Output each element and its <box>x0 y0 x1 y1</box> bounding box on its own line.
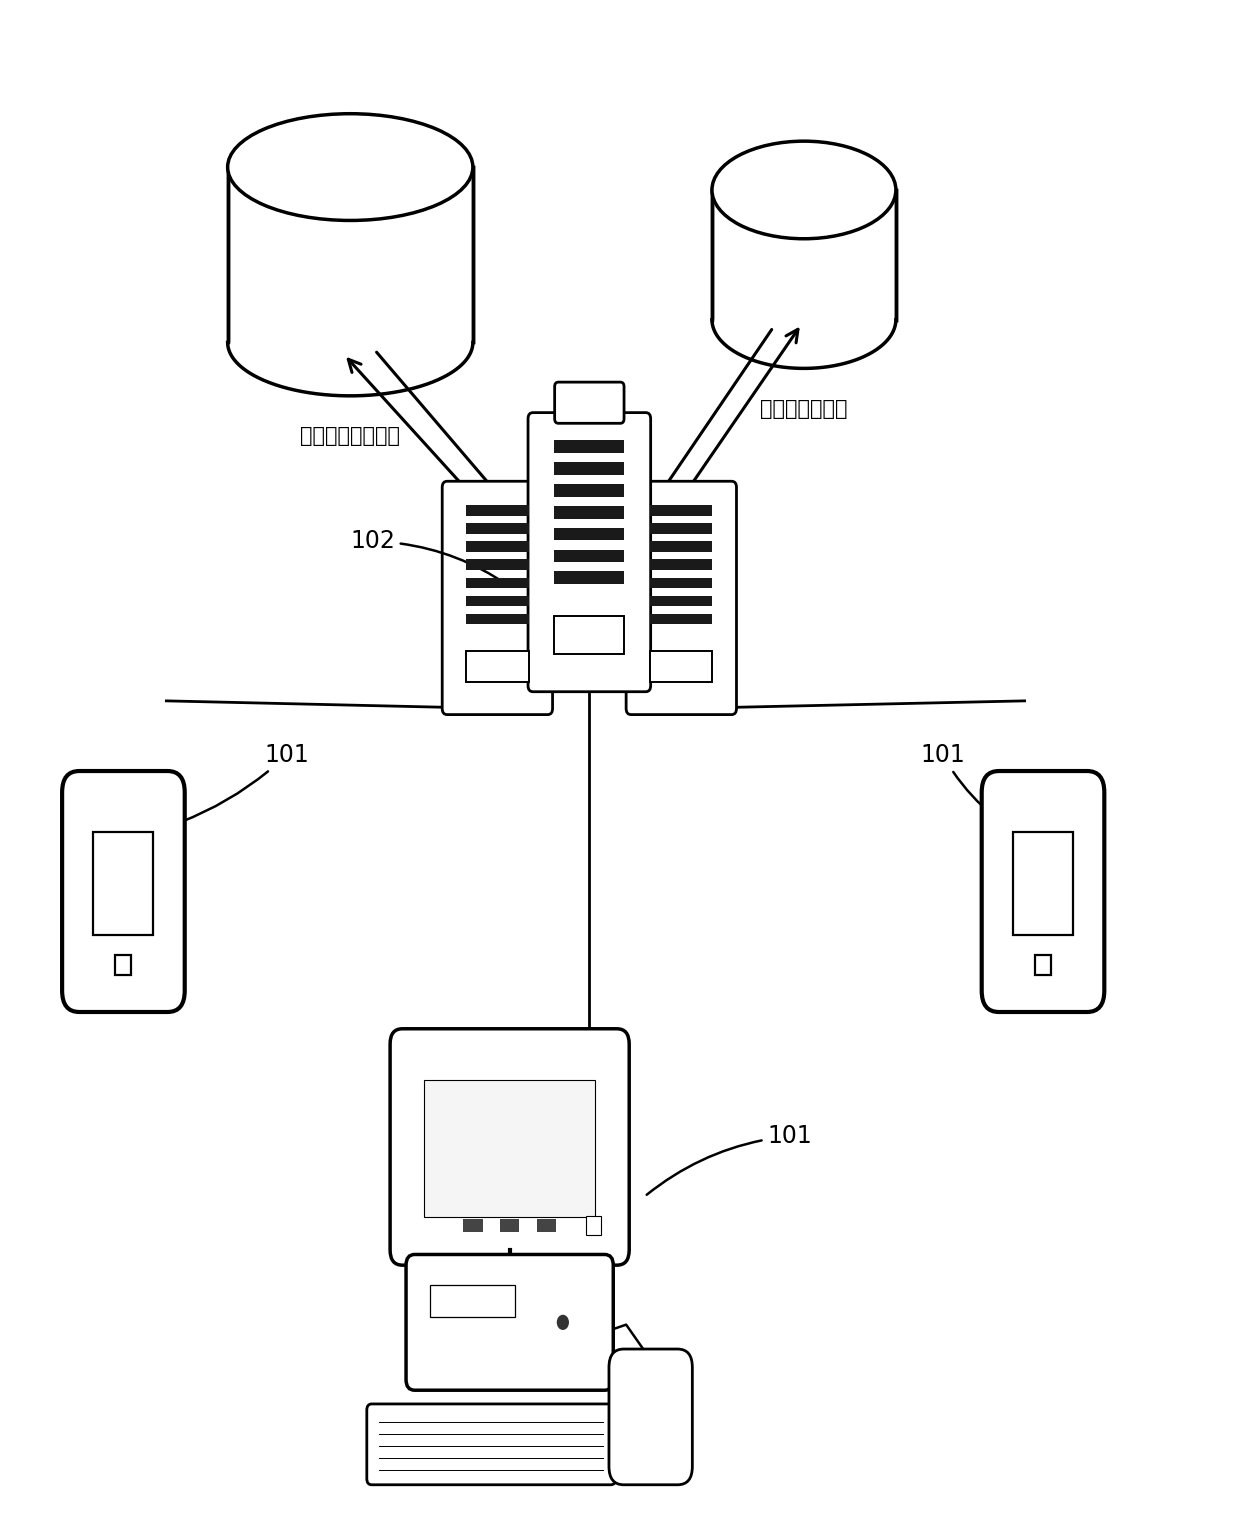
Ellipse shape <box>228 114 472 220</box>
Text: 101: 101 <box>181 743 309 822</box>
Bar <box>466 542 528 553</box>
Bar <box>712 189 895 320</box>
Text: 101: 101 <box>647 1123 812 1194</box>
Bar <box>587 1216 601 1234</box>
Text: 多媒体文件数据库: 多媒体文件数据库 <box>300 426 401 446</box>
Bar <box>650 505 713 516</box>
Bar <box>554 528 624 540</box>
FancyBboxPatch shape <box>528 412 651 691</box>
Bar <box>424 1080 595 1217</box>
Bar <box>466 614 528 625</box>
Bar <box>466 651 528 682</box>
FancyBboxPatch shape <box>443 482 553 714</box>
Bar <box>500 1219 520 1231</box>
Bar <box>93 833 154 936</box>
FancyBboxPatch shape <box>609 1350 692 1485</box>
Bar <box>650 577 713 588</box>
Bar <box>650 542 713 553</box>
Circle shape <box>557 1314 569 1330</box>
Bar <box>554 506 624 519</box>
Bar <box>650 614 713 625</box>
FancyBboxPatch shape <box>982 771 1105 1013</box>
Bar <box>650 651 713 682</box>
Bar <box>115 956 131 974</box>
Bar <box>466 523 528 534</box>
Bar <box>554 571 624 585</box>
Text: 101: 101 <box>920 743 994 817</box>
Ellipse shape <box>712 142 895 239</box>
Bar <box>537 1219 557 1231</box>
Bar <box>650 596 713 606</box>
Bar <box>430 1285 516 1317</box>
Bar <box>554 549 624 562</box>
Bar <box>466 505 528 516</box>
Bar <box>554 616 624 654</box>
Bar <box>650 560 713 569</box>
Bar <box>554 462 624 474</box>
Text: 102: 102 <box>350 529 507 585</box>
Bar <box>463 1219 482 1231</box>
FancyBboxPatch shape <box>554 382 624 423</box>
FancyBboxPatch shape <box>626 482 737 714</box>
FancyBboxPatch shape <box>391 1028 629 1265</box>
Bar <box>1035 956 1052 974</box>
FancyBboxPatch shape <box>405 1254 614 1390</box>
Bar <box>466 560 528 569</box>
Text: 用户信息数据库: 用户信息数据库 <box>760 399 848 419</box>
Bar <box>466 596 528 606</box>
Bar <box>650 523 713 534</box>
Bar <box>1013 833 1073 936</box>
Bar <box>554 440 624 452</box>
FancyBboxPatch shape <box>367 1404 616 1485</box>
Bar <box>554 483 624 497</box>
Bar <box>466 577 528 588</box>
FancyBboxPatch shape <box>62 771 185 1013</box>
Bar <box>228 168 472 343</box>
